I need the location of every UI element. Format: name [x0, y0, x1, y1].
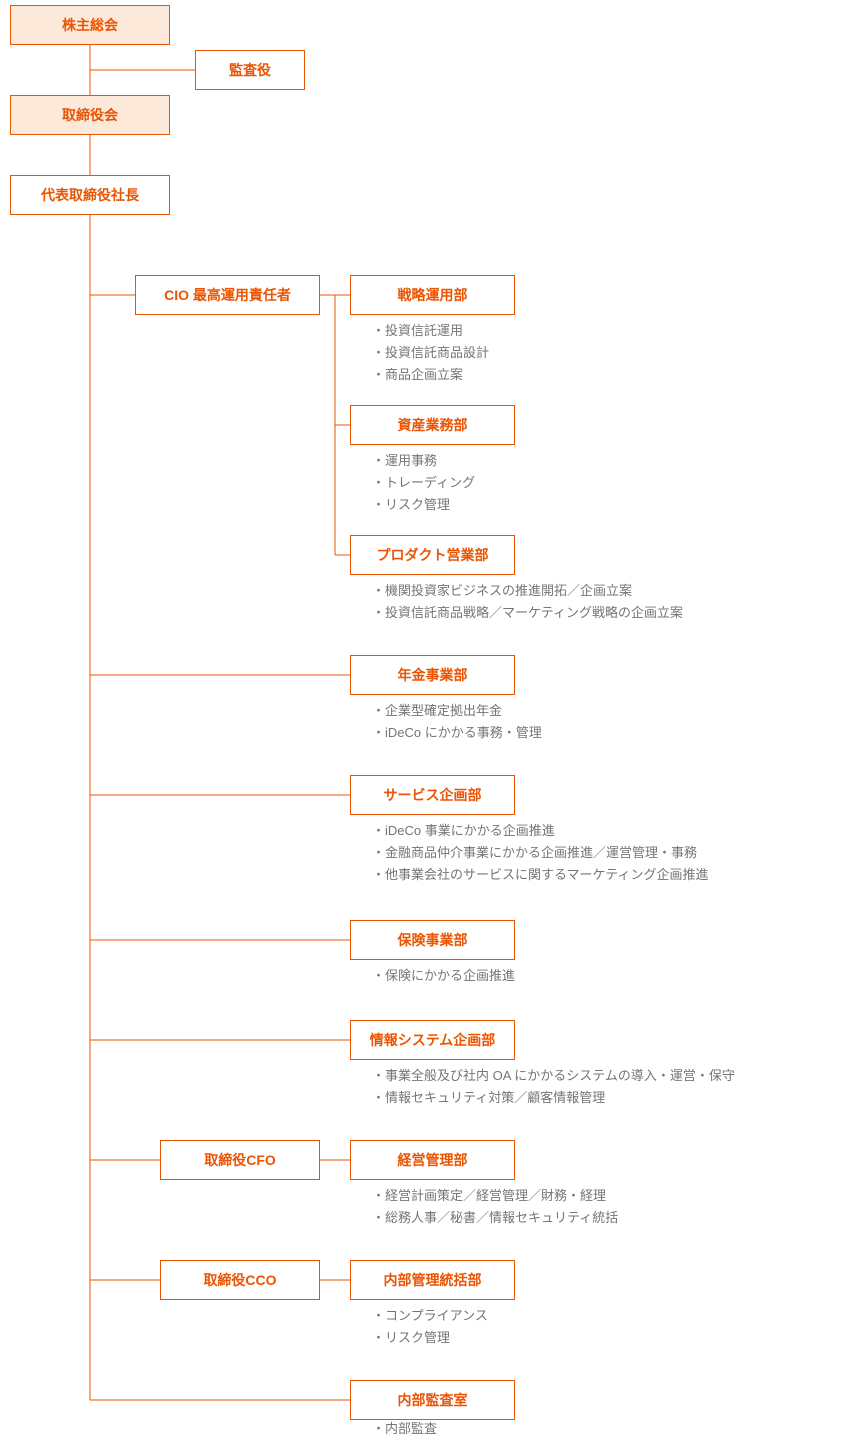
org-box-label: 監査役 [229, 60, 271, 80]
bullet-list-product-sales: 機関投資家ビジネスの推進開拓／企画立案投資信託商品戦略／マーケティング戦略の企画… [372, 580, 683, 624]
org-box-board: 取締役会 [10, 95, 170, 135]
bullet-list-internal-audit: 内部監査 [372, 1418, 437, 1440]
org-box-product-sales: プロダクト営業部 [350, 535, 515, 575]
org-box-label: 情報システム企画部 [370, 1030, 496, 1050]
bullet-item: 事業全般及び社内 OA にかかるシステムの導入・運営・保守 [372, 1065, 735, 1087]
org-box-internal-audit: 内部監査室 [350, 1380, 515, 1420]
bullet-item: 経営計画策定／経営管理／財務・経理 [372, 1185, 618, 1207]
org-box-label: プロダクト営業部 [377, 545, 489, 565]
bullet-item: 投資信託運用 [372, 320, 489, 342]
bullet-item: 運用事務 [372, 450, 475, 472]
bullet-item: 総務人事／秘書／情報セキュリティ統括 [372, 1207, 618, 1229]
bullet-item: iDeCo 事業にかかる企画推進 [372, 820, 708, 842]
bullet-list-info-sys: 事業全般及び社内 OA にかかるシステムの導入・運営・保守情報セキュリティ対策／… [372, 1065, 735, 1109]
org-box-label: サービス企画部 [384, 785, 482, 805]
org-box-label: 資産業務部 [398, 415, 468, 435]
org-box-label: 経営管理部 [398, 1150, 468, 1170]
bullet-item: リスク管理 [372, 1327, 488, 1349]
org-box-info-sys: 情報システム企画部 [350, 1020, 515, 1060]
org-box-president: 代表取締役社長 [10, 175, 170, 215]
org-box-label: CIO 最高運用責任者 [164, 285, 291, 305]
org-box-label: 取締役CCO [203, 1270, 276, 1290]
org-box-label: 取締役会 [62, 105, 118, 125]
org-box-label: 保険事業部 [398, 930, 468, 950]
org-box-cfo: 取締役CFO [160, 1140, 320, 1180]
org-box-strategy: 戦略運用部 [350, 275, 515, 315]
bullet-item: 投資信託商品設計 [372, 342, 489, 364]
org-box-label: 年金事業部 [398, 665, 468, 685]
org-box-label: 代表取締役社長 [41, 185, 139, 205]
bullet-item: 他事業会社のサービスに関するマーケティング企画推進 [372, 864, 708, 886]
org-box-insurance: 保険事業部 [350, 920, 515, 960]
org-box-service-plan: サービス企画部 [350, 775, 515, 815]
bullet-item: 金融商品仲介事業にかかる企画推進／運営管理・事務 [372, 842, 708, 864]
bullet-list-pension: 企業型確定拠出年金iDeCo にかかる事務・管理 [372, 700, 542, 744]
bullet-item: 機関投資家ビジネスの推進開拓／企画立案 [372, 580, 683, 602]
bullet-list-strategy: 投資信託運用投資信託商品設計商品企画立案 [372, 320, 489, 386]
org-box-asset-ops: 資産業務部 [350, 405, 515, 445]
bullet-list-service-plan: iDeCo 事業にかかる企画推進金融商品仲介事業にかかる企画推進／運営管理・事務… [372, 820, 708, 886]
bullet-item: 内部監査 [372, 1418, 437, 1440]
bullet-item: 商品企画立案 [372, 364, 489, 386]
org-box-label: 戦略運用部 [398, 285, 468, 305]
bullet-item: 企業型確定拠出年金 [372, 700, 542, 722]
org-box-auditor: 監査役 [195, 50, 305, 90]
org-box-internal-ctrl: 内部管理統括部 [350, 1260, 515, 1300]
bullet-item: コンプライアンス [372, 1305, 488, 1327]
org-box-shareholders: 株主総会 [10, 5, 170, 45]
bullet-item: 保険にかかる企画推進 [372, 965, 515, 987]
bullet-list-asset-ops: 運用事務トレーディングリスク管理 [372, 450, 475, 516]
bullet-item: 情報セキュリティ対策／顧客情報管理 [372, 1087, 735, 1109]
org-box-cco: 取締役CCO [160, 1260, 320, 1300]
org-box-cio: CIO 最高運用責任者 [135, 275, 320, 315]
bullet-item: トレーディング [372, 472, 475, 494]
org-box-mgmt: 経営管理部 [350, 1140, 515, 1180]
org-box-label: 内部監査室 [398, 1390, 468, 1410]
bullet-item: リスク管理 [372, 494, 475, 516]
org-box-label: 株主総会 [62, 15, 118, 35]
org-box-label: 取締役CFO [204, 1150, 276, 1170]
bullet-list-insurance: 保険にかかる企画推進 [372, 965, 515, 987]
bullet-list-internal-ctrl: コンプライアンスリスク管理 [372, 1305, 488, 1349]
bullet-item: iDeCo にかかる事務・管理 [372, 722, 542, 744]
bullet-list-mgmt: 経営計画策定／経営管理／財務・経理総務人事／秘書／情報セキュリティ統括 [372, 1185, 618, 1229]
org-box-label: 内部管理統括部 [384, 1270, 482, 1290]
org-box-pension: 年金事業部 [350, 655, 515, 695]
bullet-item: 投資信託商品戦略／マーケティング戦略の企画立案 [372, 602, 683, 624]
